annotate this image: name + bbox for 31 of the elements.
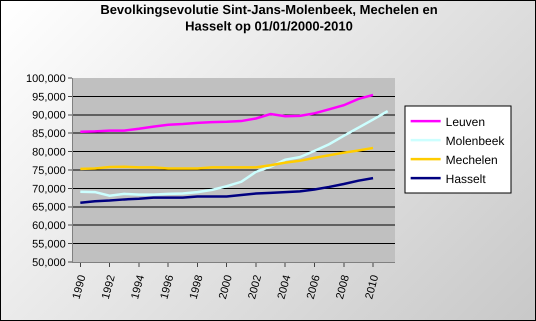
- legend-label: Hasselt: [446, 172, 486, 186]
- chart-title: Bevolkingsevolutie Sint-Jans-Molenbeek, Mechelen en Hasselt op 01/01/2000-2010: [100, 2, 438, 34]
- x-tick-label: 1996: [158, 274, 176, 301]
- line-series: [79, 146, 374, 170]
- x-tick-label: 1998: [188, 274, 206, 301]
- line-series: [79, 176, 374, 204]
- x-tick-label: 2010: [363, 274, 382, 301]
- x-tick-label: 1994: [129, 274, 148, 301]
- legend-label: Mechelen: [446, 152, 498, 167]
- line-series: [79, 94, 374, 133]
- legend-label: Molenbeek: [446, 134, 506, 148]
- y-tick-label: 90,000: [32, 110, 66, 122]
- x-tick-label: 2008: [334, 274, 352, 301]
- line-series: [79, 110, 389, 198]
- x-tick-label: 1990: [70, 274, 89, 301]
- y-tick-label: 75,000: [32, 164, 66, 177]
- x-tick-label: 2002: [246, 274, 264, 301]
- y-tick-label: 60,000: [32, 220, 66, 232]
- x-tick-label: 2000: [216, 274, 235, 301]
- x-tick-label: 2004: [276, 274, 294, 301]
- x-tick-label: 1992: [100, 274, 118, 301]
- y-tick-label: 50,000: [32, 256, 66, 269]
- y-tick-label: 70,000: [32, 183, 66, 196]
- legend-label: Leuven: [446, 114, 486, 129]
- y-tick-label: 85,000: [32, 128, 66, 140]
- y-tick-label: 95,000: [32, 91, 66, 104]
- y-tick-label: 100,000: [26, 72, 66, 85]
- y-tick-label: 55,000: [32, 238, 66, 250]
- y-tick-label: 65,000: [32, 202, 66, 214]
- x-tick-label: 2006: [304, 274, 323, 301]
- y-tick-label: 80,000: [32, 146, 66, 158]
